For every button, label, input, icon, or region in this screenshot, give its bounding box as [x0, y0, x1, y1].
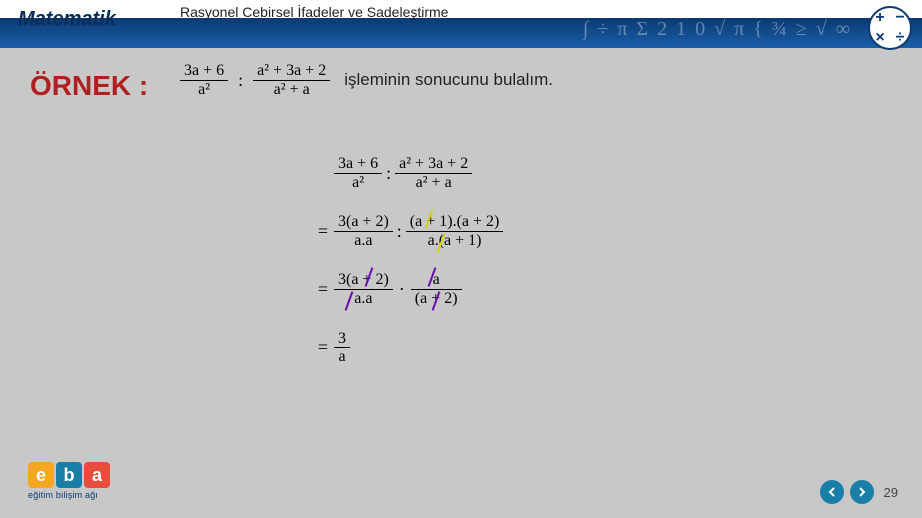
s0-f2: a² + 3a + 2 a² + a	[395, 155, 472, 191]
s2-f1-num: 3(a + 2)	[334, 271, 393, 289]
s3-f-num: 3	[334, 330, 350, 348]
s1-f2: (a + 1).(a + 2) a.(a + 1)	[406, 213, 504, 249]
problem-frac1: 3a + 6 a²	[180, 62, 228, 98]
brand-title: Matematik	[18, 8, 116, 31]
division-colon: :	[382, 163, 395, 184]
s3-f: 3 a	[334, 330, 350, 366]
s0-f1-den: a²	[348, 174, 368, 192]
s0-f2-den: a² + a	[412, 174, 456, 192]
example-label: ÖRNEK :	[30, 70, 148, 102]
topic-title: Rasyonel Cebirsel İfadeler ve Sadeleştir…	[180, 4, 448, 20]
s1-f2-den: a.(a + 1)	[424, 232, 486, 250]
divide-icon: ÷	[890, 28, 910, 48]
operations-badge: + − × ÷	[868, 6, 912, 50]
frac1-num: 3a + 6	[180, 62, 228, 80]
logo-letter-a: a	[84, 462, 110, 488]
s2-f1-den: a.a	[350, 290, 376, 308]
problem-text: işleminin sonucunu bulalım.	[344, 70, 553, 90]
frac2-den: a² + a	[270, 81, 314, 99]
s1-f2-num: (a + 1).(a + 2)	[406, 213, 504, 231]
s2-eq: =	[310, 279, 334, 300]
eba-logo-squares: e b a	[28, 462, 128, 488]
multiply-dot: ·	[393, 279, 411, 300]
arrow-left-icon	[826, 486, 838, 498]
eba-logo: e b a eğitim bilişim ağı	[28, 462, 128, 500]
problem-expression: 3a + 6 a² : a² + 3a + 2 a² + a işleminin…	[180, 62, 553, 98]
next-button[interactable]	[850, 480, 874, 504]
s3-f-den: a	[334, 348, 349, 366]
s0-f1: 3a + 6 a²	[334, 155, 382, 191]
s1-f1-den: a.a	[350, 232, 376, 250]
s1-eq: =	[310, 221, 334, 242]
logo-letter-e: e	[28, 462, 54, 488]
step-2: = 3(a + 2) a.a · a (a + 2)	[310, 271, 503, 307]
division-colon: :	[393, 221, 406, 242]
worked-solution: 3a + 6 a² : a² + 3a + 2 a² + a = 3(a + 2…	[310, 155, 503, 388]
step-3: = 3 a	[310, 330, 503, 366]
plus-icon: +	[870, 8, 890, 28]
nav-controls: 29	[820, 480, 898, 504]
s3-eq: =	[310, 337, 334, 358]
minus-icon: −	[890, 8, 910, 28]
s2-f1: 3(a + 2) a.a	[334, 271, 393, 307]
frac2-num: a² + 3a + 2	[253, 62, 330, 80]
eba-subtitle: eğitim bilişim ağı	[28, 490, 128, 500]
step-0: 3a + 6 a² : a² + 3a + 2 a² + a	[310, 155, 503, 191]
s0-f1-num: 3a + 6	[334, 155, 382, 173]
page-number: 29	[884, 485, 898, 500]
frac1-den: a²	[194, 81, 214, 99]
s1-f1-num: 3(a + 2)	[334, 213, 393, 231]
math-decor: ∫ ÷ π Σ 2 1 0 √ π { ¾ ≥ √ ∞	[583, 18, 852, 48]
prev-button[interactable]	[820, 480, 844, 504]
header-white-strip	[0, 0, 922, 18]
step-1: = 3(a + 2) a.a : (a + 1).(a + 2) a.(a + …	[310, 213, 503, 249]
s1-f1: 3(a + 2) a.a	[334, 213, 393, 249]
arrow-right-icon	[856, 486, 868, 498]
division-colon: :	[234, 70, 247, 91]
s0-f2-num: a² + 3a + 2	[395, 155, 472, 173]
logo-letter-b: b	[56, 462, 82, 488]
header-bar: Matematik Rasyonel Cebirsel İfadeler ve …	[0, 0, 922, 48]
s2-f2: a (a + 2)	[411, 271, 462, 307]
times-icon: ×	[870, 28, 890, 48]
problem-frac2: a² + 3a + 2 a² + a	[253, 62, 330, 98]
